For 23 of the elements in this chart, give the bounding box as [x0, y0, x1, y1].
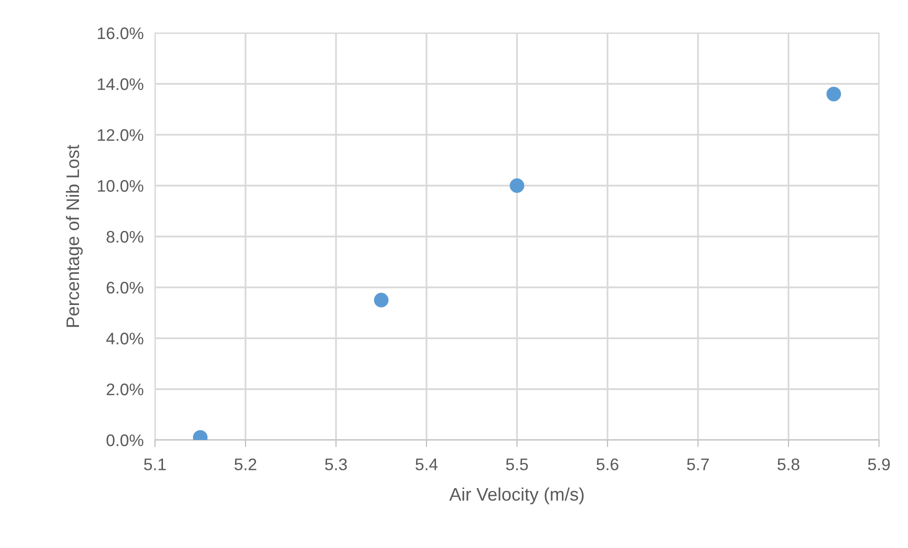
y-tick-label: 4.0% — [106, 332, 144, 344]
point — [374, 292, 389, 308]
point — [510, 178, 524, 193]
y-tick-label: 6.0% — [106, 282, 144, 294]
y-tick-label: 16.0% — [98, 27, 144, 40]
x-tick-label: 5.6 — [596, 458, 618, 470]
x-axis-title: Air Velocity (m/s) — [449, 487, 584, 504]
x-tick-label: 5.9 — [868, 458, 890, 470]
x-tick-label: 5.1 — [144, 458, 166, 470]
y-tick-label: 14.0% — [98, 78, 144, 90]
x-tick-label: 5.5 — [506, 458, 528, 470]
x-tick-label: 5.3 — [325, 458, 347, 470]
y-tick-label: 0.0% — [106, 434, 144, 446]
y-tick-label: 2.0% — [106, 384, 144, 396]
y-tick-label: 10.0% — [98, 180, 144, 192]
x-tick-label: 5.2 — [234, 458, 256, 470]
x-tick-label: 5.8 — [778, 458, 800, 470]
y-tick-label: 12.0% — [98, 129, 144, 141]
y-axis-title: Percentage of Nib Lost — [66, 144, 83, 327]
y-tick-label: 8.0% — [106, 230, 144, 243]
point — [826, 86, 842, 102]
x-tick-label: 5.7 — [687, 458, 709, 470]
x-tick-label: 5.4 — [416, 458, 438, 470]
